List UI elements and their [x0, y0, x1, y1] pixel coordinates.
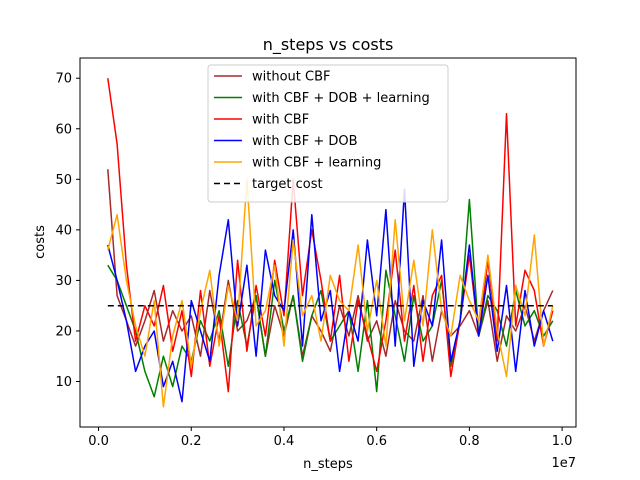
- chart-title: n_steps vs costs: [263, 35, 394, 55]
- y-tick-label: 50: [55, 173, 72, 188]
- legend-label: with CBF + DOB + learning: [252, 91, 430, 106]
- x-tick-label: 0.4: [274, 434, 295, 449]
- x-tick-label: 0.2: [181, 434, 202, 449]
- x-tick-label: 0.6: [366, 434, 387, 449]
- y-tick-label: 30: [55, 274, 72, 289]
- legend-label: with CBF: [252, 113, 309, 128]
- x-axis-label: n_steps: [303, 457, 353, 472]
- y-tick-label: 40: [55, 223, 72, 238]
- legend: without CBF with CBF + DOB + learning with…: [207, 64, 449, 203]
- legend-label: with CBF + learning: [252, 156, 381, 171]
- x-tick-label: 0.8: [459, 434, 480, 449]
- series-layer: [107, 78, 554, 408]
- x-offset-label: 1e7: [551, 456, 576, 471]
- series-line-4: [107, 178, 554, 408]
- legend-label: without CBF: [252, 70, 330, 85]
- legend-label: target cost: [252, 177, 323, 192]
- legend-box: [207, 64, 449, 203]
- y-tick-label: 20: [55, 324, 72, 339]
- x-tick-label: 0.0: [88, 434, 109, 449]
- legend-label: with CBF + DOB: [252, 134, 358, 149]
- y-tick-label: 10: [55, 375, 72, 390]
- ticks-layer: 0.0 0.2 0.4 0.6 0.8 1.0 10 20 30 40 50 60 70: [55, 72, 572, 449]
- x-tick-label: 1.0: [552, 434, 573, 449]
- series-line-3: [107, 188, 554, 403]
- y-tick-label: 60: [55, 122, 72, 137]
- plot-frame: [79, 57, 577, 428]
- y-axis-label: costs: [33, 225, 48, 259]
- y-tick-label: 70: [55, 72, 72, 87]
